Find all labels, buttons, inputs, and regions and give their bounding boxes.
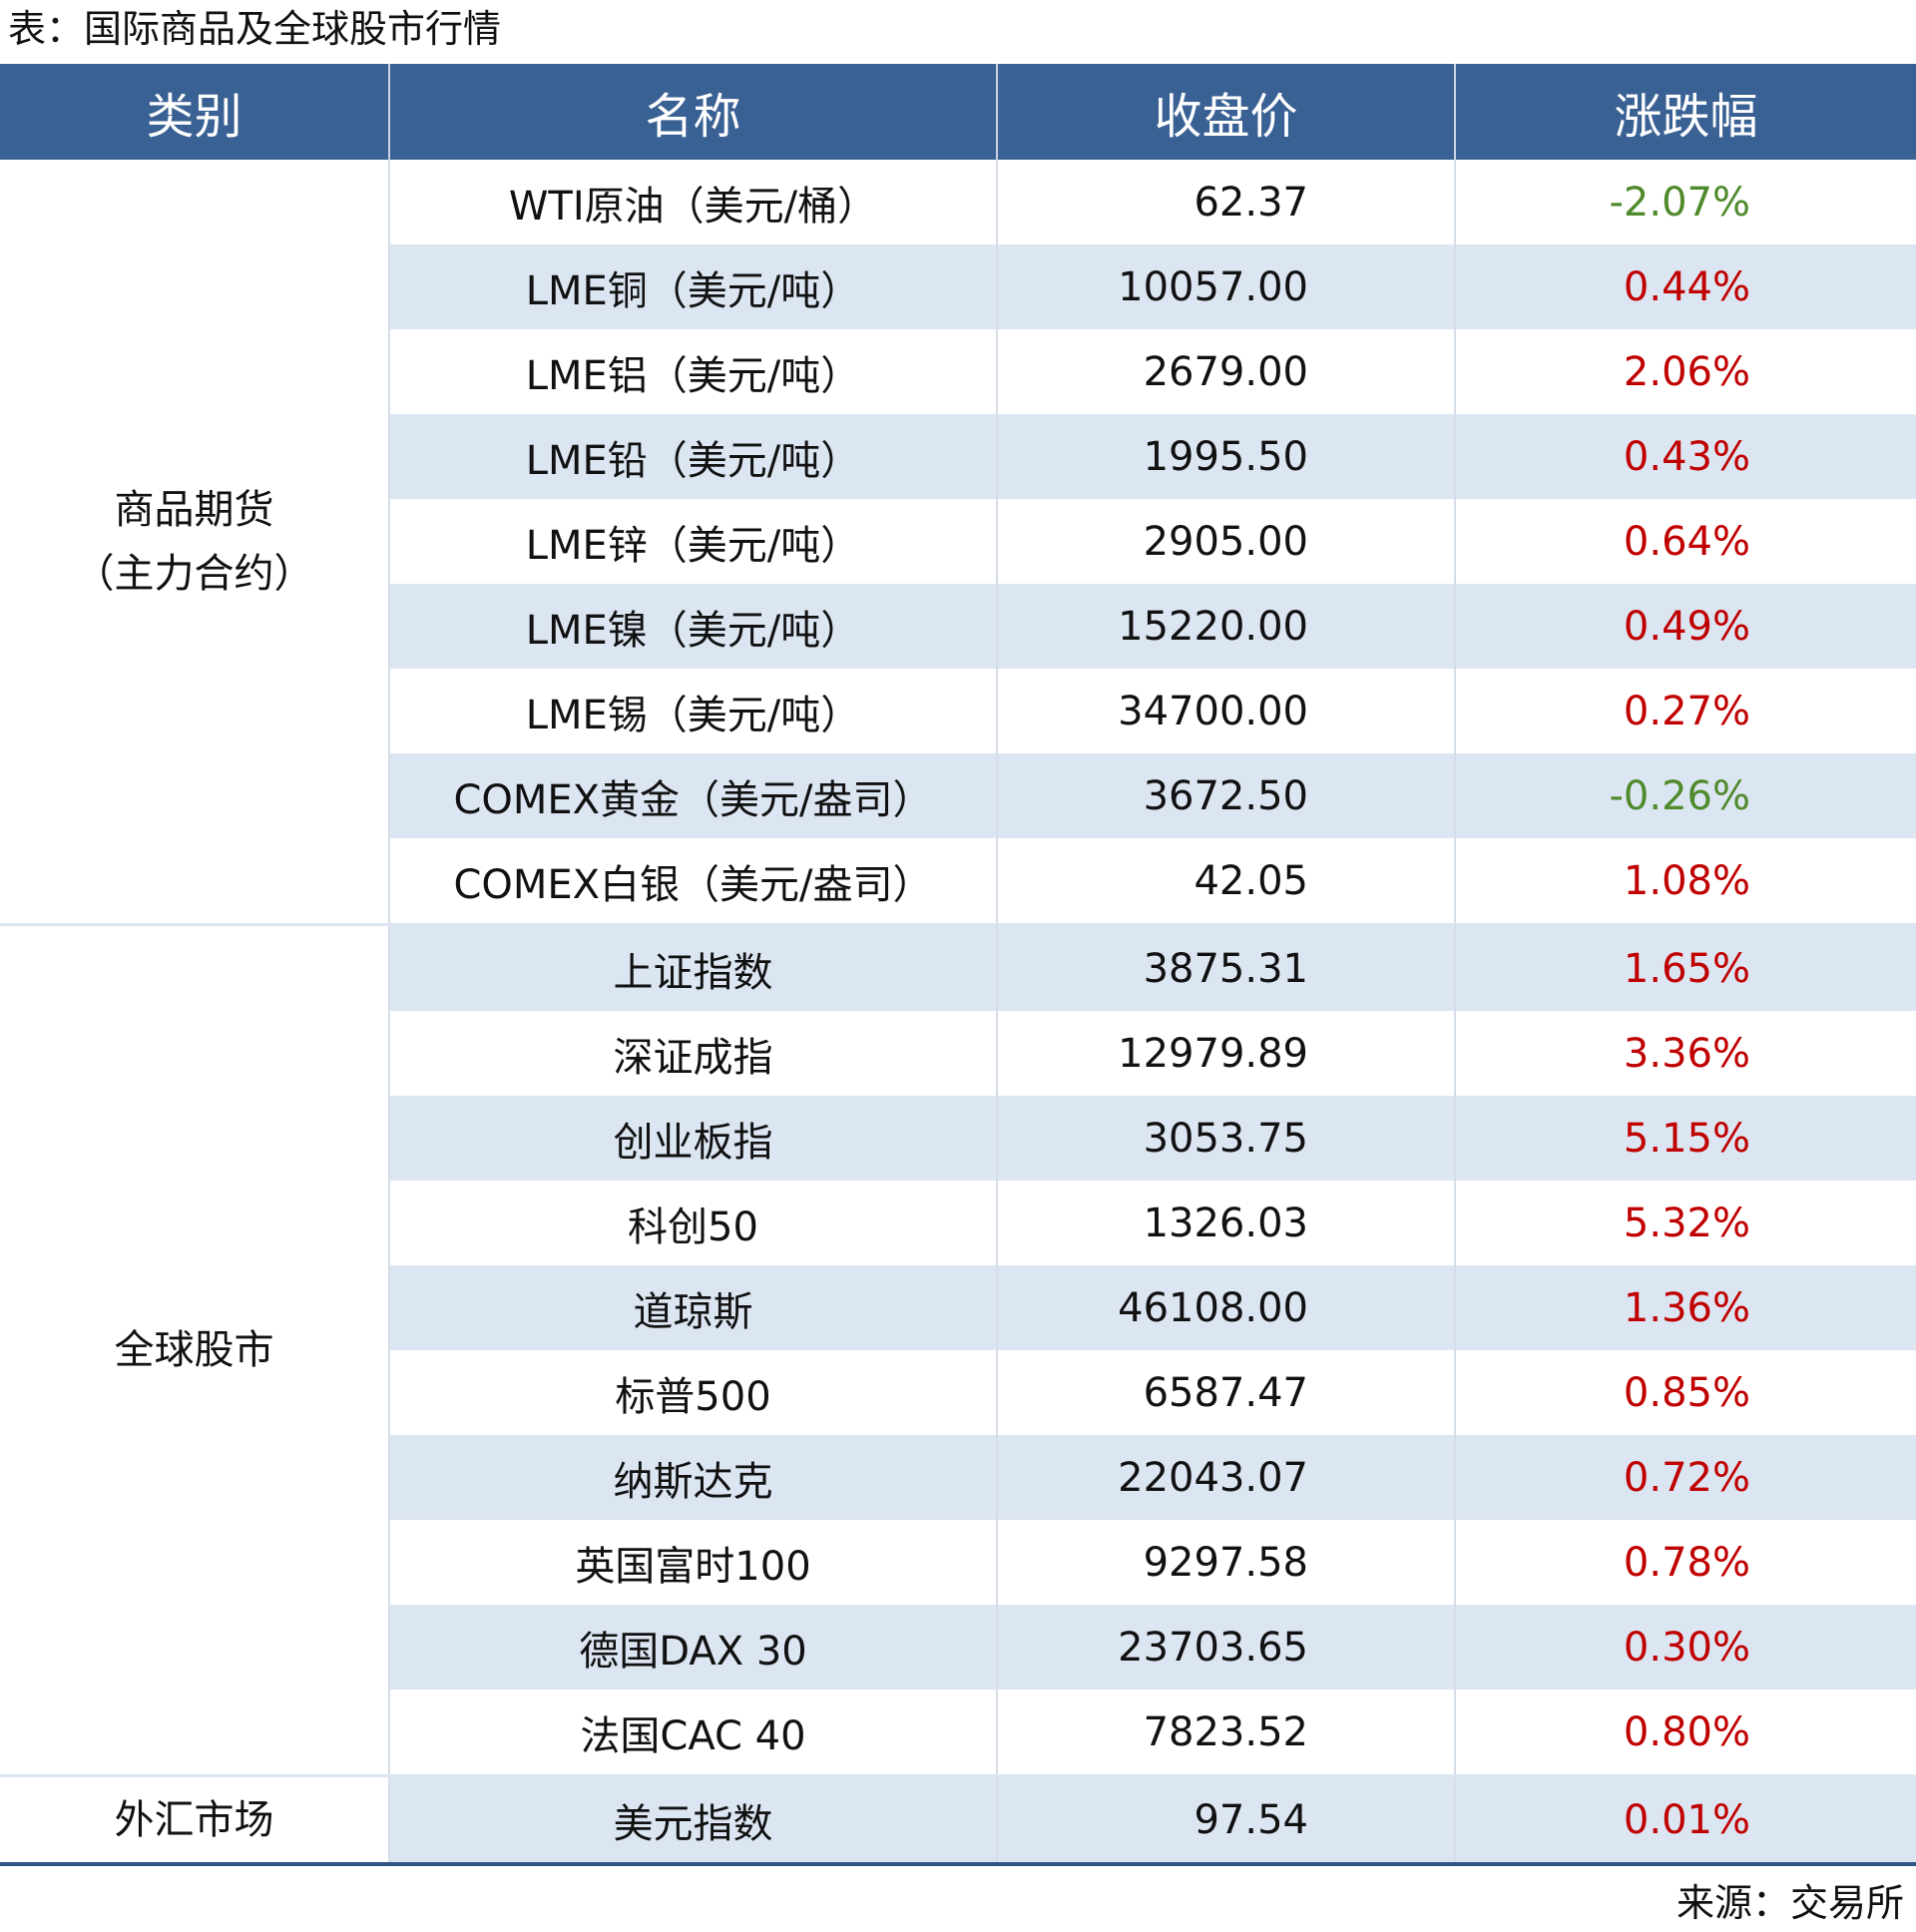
price-cell: 3672.50 [996, 753, 1455, 838]
column-header: 名称 [388, 64, 997, 160]
table-row: 全球股市 上证指数 3875.31 1.65% [0, 923, 1916, 1776]
name-cell: LME镍（美元/吨） [388, 584, 997, 669]
change-cell: 1.08% [1454, 838, 1916, 925]
price-cell: 46108.00 [996, 1265, 1455, 1350]
name-cell: 纳斯达克 [388, 1435, 997, 1520]
price-cell: 42.05 [996, 838, 1455, 925]
name-cell: 上证指数 [388, 923, 997, 1011]
name-cell: LME铜（美元/吨） [388, 244, 997, 329]
change-cell: -2.07% [1454, 160, 1916, 244]
price-cell: 1326.03 [996, 1181, 1455, 1265]
category-line: （主力合约） [74, 550, 314, 597]
change-cell: 5.32% [1454, 1181, 1916, 1265]
table-row: COMEX白银（美元/盎司） 42.05 1.08% [0, 838, 1916, 925]
change-cell: 0.01% [1454, 1774, 1916, 1866]
source-note: 来源：交易所 [1676, 1881, 1904, 1925]
category-line: 商品期货 [114, 486, 274, 533]
price-cell: 3875.31 [996, 923, 1455, 1011]
table-title: 表：国际商品及全球股市行情 [8, 7, 502, 51]
table-row: LME铅（美元/吨） 1995.50 0.43% [0, 414, 1916, 499]
price-cell: 1995.50 [996, 414, 1455, 499]
name-cell: 德国DAX 30 [388, 1605, 997, 1690]
name-cell: 科创50 [388, 1181, 997, 1265]
column-header: 涨跌幅 [1454, 64, 1916, 160]
name-cell: LME铅（美元/吨） [388, 414, 997, 499]
change-cell: 0.78% [1454, 1520, 1916, 1605]
column-header: 类别 [0, 64, 389, 160]
price-cell: 3053.75 [996, 1096, 1455, 1181]
price-cell: 6587.47 [996, 1350, 1455, 1435]
change-cell: 0.72% [1454, 1435, 1916, 1520]
column-header: 收盘价 [996, 64, 1455, 160]
table-row: 法国CAC 40 7823.52 0.80% [0, 1690, 1916, 1776]
price-cell: 7823.52 [996, 1690, 1455, 1776]
price-cell: 34700.00 [996, 669, 1455, 753]
name-cell: LME铝（美元/吨） [388, 329, 997, 414]
category-line: 外汇市场 [114, 1796, 274, 1843]
price-cell: 22043.07 [996, 1435, 1455, 1520]
name-cell: LME锌（美元/吨） [388, 499, 997, 584]
category-cell: 商品期货 （主力合约） [0, 160, 389, 925]
name-cell: 标普500 [388, 1350, 997, 1435]
change-cell: 0.80% [1454, 1690, 1916, 1776]
change-cell: 0.85% [1454, 1350, 1916, 1435]
table-row: 标普500 6587.47 0.85% [0, 1350, 1916, 1435]
change-cell: 5.15% [1454, 1096, 1916, 1181]
table-row: LME镍（美元/吨） 15220.00 0.49% [0, 584, 1916, 669]
table-row: 外汇市场 美元指数 97.54 0.01% [0, 1774, 1916, 1866]
change-cell: 3.36% [1454, 1011, 1916, 1096]
name-cell: 深证成指 [388, 1011, 997, 1096]
change-cell: 0.30% [1454, 1605, 1916, 1690]
change-cell: 0.49% [1454, 584, 1916, 669]
price-cell: 9297.58 [996, 1520, 1455, 1605]
name-cell: COMEX黄金（美元/盎司） [388, 753, 997, 838]
table-row: 商品期货 （主力合约） WTI原油（美元/桶） 62.37 -2.07% [0, 160, 1916, 925]
change-cell: 1.65% [1454, 923, 1916, 1011]
table-row: 创业板指 3053.75 5.15% [0, 1096, 1916, 1181]
change-cell: 0.27% [1454, 669, 1916, 753]
price-cell: 97.54 [996, 1774, 1455, 1866]
change-cell: 1.36% [1454, 1265, 1916, 1350]
category-cell: 全球股市 [0, 923, 389, 1776]
name-cell: 法国CAC 40 [388, 1690, 997, 1776]
price-cell: 2679.00 [996, 329, 1455, 414]
price-cell: 12979.89 [996, 1011, 1455, 1096]
change-cell: 0.64% [1454, 499, 1916, 584]
table-row: 英国富时100 9297.58 0.78% [0, 1520, 1916, 1605]
name-cell: WTI原油（美元/桶） [388, 160, 997, 244]
category-line: 全球股市 [114, 1327, 274, 1373]
category-cell: 外汇市场 [0, 1774, 389, 1866]
change-cell: 2.06% [1454, 329, 1916, 414]
price-cell: 15220.00 [996, 584, 1455, 669]
table-row: LME锌（美元/吨） 2905.00 0.64% [0, 499, 1916, 584]
table-row: LME锡（美元/吨） 34700.00 0.27% [0, 669, 1916, 753]
table-row: 德国DAX 30 23703.65 0.30% [0, 1605, 1916, 1690]
name-cell: 英国富时100 [388, 1520, 997, 1605]
table-row: COMEX黄金（美元/盎司） 3672.50 -0.26% [0, 753, 1916, 838]
market-table: 类别 名称 收盘价 涨跌幅 商品期货 （主力合约） WTI原油（美元/桶） 62.37 -2.… [0, 64, 1916, 1866]
name-cell: COMEX白银（美元/盎司） [388, 838, 997, 925]
name-cell: 创业板指 [388, 1096, 997, 1181]
table-row: 道琼斯 46108.00 1.36% [0, 1265, 1916, 1350]
price-cell: 2905.00 [996, 499, 1455, 584]
table-row: LME铜（美元/吨） 10057.00 0.44% [0, 244, 1916, 329]
name-cell: LME锡（美元/吨） [388, 669, 997, 753]
table-body: 商品期货 （主力合约） WTI原油（美元/桶） 62.37 -2.07% LME铜（美元/… [0, 160, 1916, 1866]
header-row: 类别 名称 收盘价 涨跌幅 [0, 64, 1916, 160]
name-cell: 美元指数 [388, 1774, 997, 1866]
price-cell: 62.37 [996, 160, 1455, 244]
change-cell: 0.44% [1454, 244, 1916, 329]
price-cell: 10057.00 [996, 244, 1455, 329]
table-row: LME铝（美元/吨） 2679.00 2.06% [0, 329, 1916, 414]
name-cell: 道琼斯 [388, 1265, 997, 1350]
table-row: 深证成指 12979.89 3.36% [0, 1011, 1916, 1096]
table-row: 科创50 1326.03 5.32% [0, 1181, 1916, 1265]
change-cell: -0.26% [1454, 753, 1916, 838]
price-cell: 23703.65 [996, 1605, 1455, 1690]
table-row: 纳斯达克 22043.07 0.72% [0, 1435, 1916, 1520]
change-cell: 0.43% [1454, 414, 1916, 499]
